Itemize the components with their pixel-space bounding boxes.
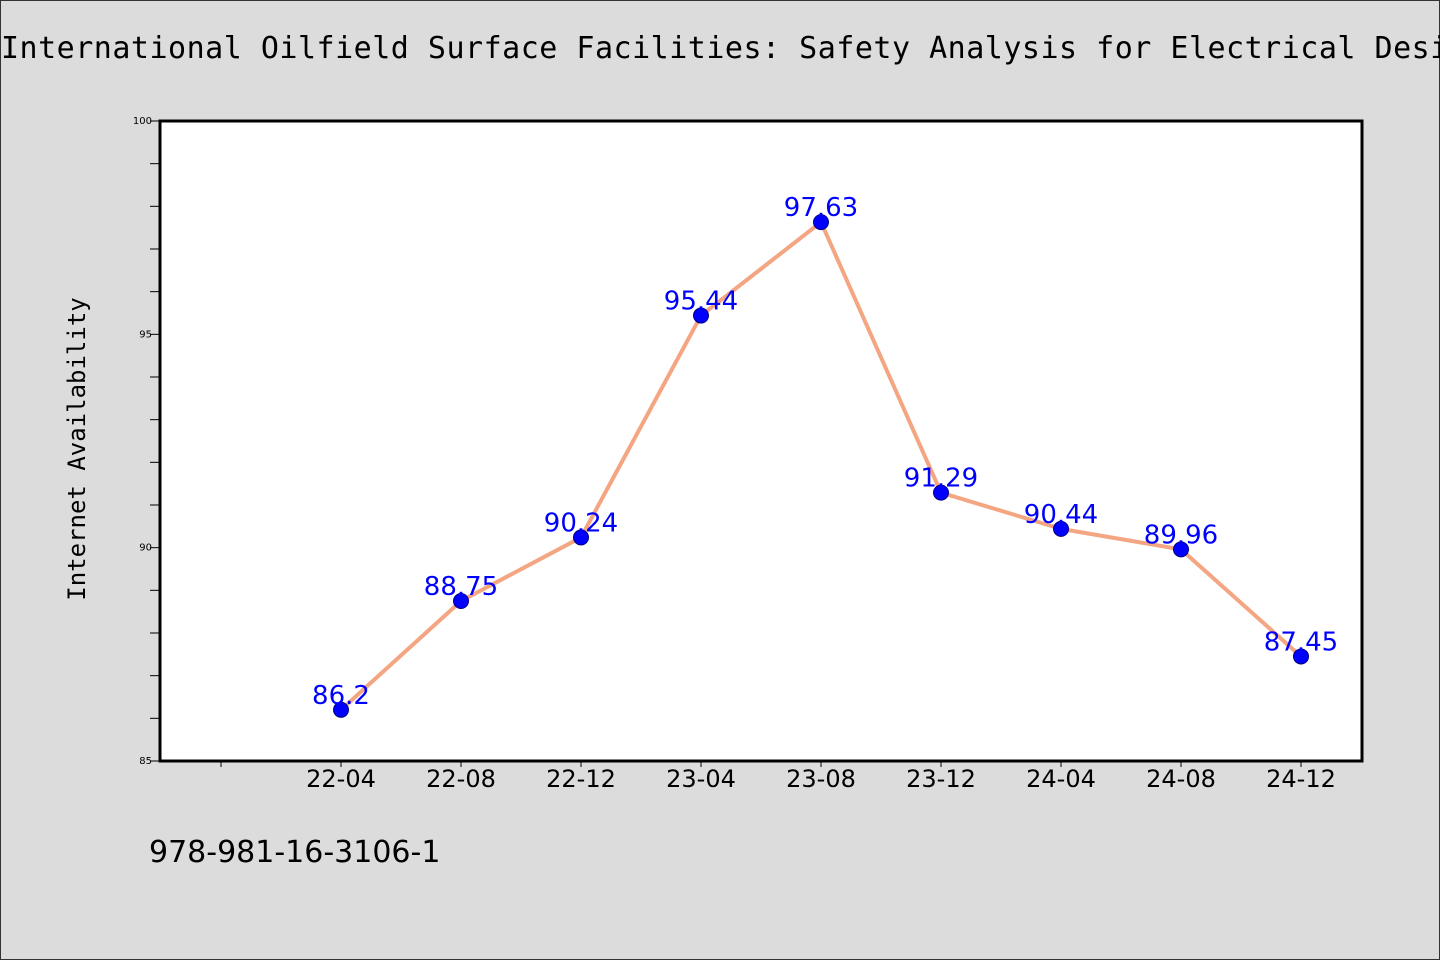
y-axis: 85 90 95 100 [133,116,160,767]
data-label: 90.44 [1024,500,1098,530]
x-tick-label: 24-08 [1146,765,1216,793]
data-point [1293,648,1309,665]
data-point [813,214,829,231]
data-point [453,593,469,609]
data-point [1173,541,1189,558]
data-point [693,307,709,324]
x-axis: 22-04 22-08 22-12 23-04 23-08 23-12 24-04 24-08… [220,761,1336,793]
plot-area [158,119,1364,763]
x-tick-label: 23-04 [666,765,736,793]
x-tick-label: 24-04 [1026,765,1096,793]
y-tick-label: 90 [139,543,152,554]
x-tick-label: 22-04 [306,765,376,793]
y-tick-label: 95 [139,329,152,340]
x-tick-label: 22-12 [546,765,616,793]
y-tick-label: 100 [133,116,152,127]
series-markers-group [333,214,1309,718]
data-labels-group: 86.2 88.75 90.24 95.44 97.63 91.29 90.44 89.96 8… [312,193,1338,711]
data-label: 97.63 [784,193,858,223]
y-tick-label: 85 [139,756,152,767]
data-label: 88.75 [424,572,498,602]
data-point [573,529,589,546]
data-label: 87.45 [1264,627,1338,657]
data-point [1053,520,1069,537]
data-point [333,701,349,718]
x-tick-label: 23-12 [906,765,976,793]
data-label: 90.24 [544,508,618,538]
x-tick-label: 23-08 [786,765,856,793]
x-tick-label: 24-12 [1266,765,1336,793]
chart-title: International Oilfield Surface Facilitie… [1,31,1440,66]
data-label: 91.29 [904,464,978,494]
isbn-text: 978-981-16-3106-1 [149,835,441,870]
x-tick-label: 22-08 [426,765,496,793]
data-label: 86.2 [312,681,370,711]
data-label: 95.44 [664,287,738,317]
y-axis-label: Internet Availability [63,297,91,600]
data-label: 89.96 [1144,520,1218,550]
data-point [933,484,949,501]
